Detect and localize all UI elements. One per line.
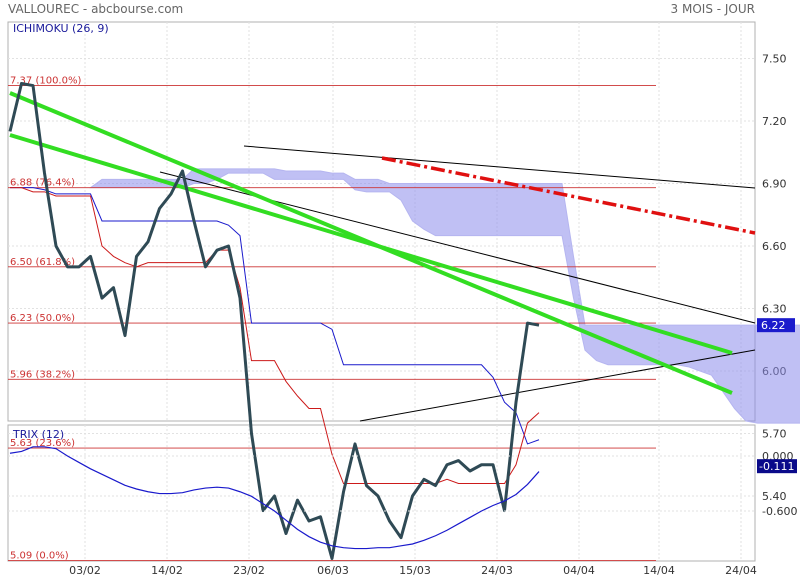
fib-level-label: 6.88 (76.4%) <box>10 178 75 189</box>
fib-level-label: 5.96 (38.2%) <box>10 369 75 380</box>
fib-level-label: 6.23 (50.0%) <box>10 313 75 324</box>
y-tick-label: 7.20 <box>762 115 787 128</box>
trix-label: TRIX (12) <box>12 428 64 441</box>
trendline-resistance-long <box>243 145 756 189</box>
chart-title: VALLOUREC - abcbourse.com <box>8 2 184 16</box>
ichimoku-label: ICHIMOKU (26, 9) <box>13 22 109 35</box>
y-tick-label: 5.70 <box>762 428 787 441</box>
ichimoku-cloud <box>88 168 800 424</box>
x-tick-label: 03/02 <box>69 564 101 577</box>
x-tick-label: 15/03 <box>399 564 431 577</box>
x-tick-label: 04/04 <box>563 564 595 577</box>
last-price-label: 6.22 <box>761 319 786 332</box>
x-tick-label: 24/03 <box>481 564 513 577</box>
trix-last-label: -0.111 <box>759 460 794 473</box>
fib-level-label: 5.63 (23.6%) <box>10 438 75 449</box>
y-tick-label: 7.50 <box>762 53 787 66</box>
x-tick-label: 24/04 <box>725 564 757 577</box>
y-tick-label: 6.60 <box>762 240 787 253</box>
fib-level-label: 6.50 (61.8%) <box>10 257 75 268</box>
x-tick-label: 06/03 <box>317 564 349 577</box>
fib-level-label: 5.09 (0.0%) <box>10 551 69 562</box>
channel-line-lower <box>9 133 733 355</box>
last-price-marker <box>757 318 795 333</box>
x-tick-label: 14/02 <box>151 564 183 577</box>
fib-level-label: 7.37 (100.0%) <box>10 76 81 87</box>
trendline-dashdot <box>381 156 756 235</box>
y-tick-label: 5.40 <box>762 490 787 503</box>
trix-panel <box>7 424 756 562</box>
x-tick-label: 23/02 <box>233 564 265 577</box>
tenkan-sen-line <box>10 187 540 484</box>
trix-y-tick-label: -0.600 <box>762 505 797 518</box>
y-tick-label: 6.90 <box>762 178 787 191</box>
x-tick-label: 14/04 <box>643 564 675 577</box>
period-label: 3 MOIS - JOUR <box>670 2 755 16</box>
y-tick-label: 7.80 <box>762 0 787 3</box>
y-tick-label: 6.30 <box>762 303 787 316</box>
kijun-sen-line <box>10 187 540 445</box>
trendline-support <box>359 349 756 422</box>
trix-last-marker <box>757 459 797 474</box>
